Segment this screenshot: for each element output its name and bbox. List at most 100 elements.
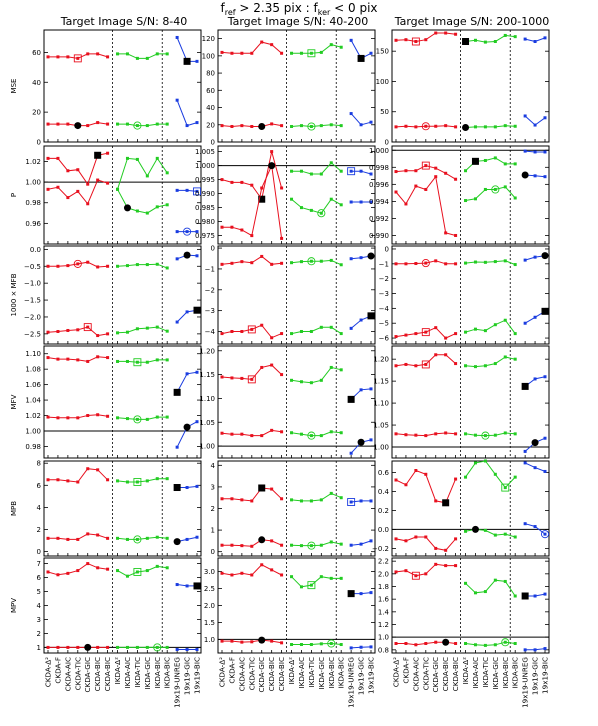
data-point (46, 570, 50, 574)
series-line (117, 565, 168, 577)
data-point (116, 416, 120, 420)
data-point (76, 56, 80, 60)
data-point (369, 645, 373, 649)
y-tick-label: 0.995 (195, 176, 215, 184)
data-point (543, 116, 547, 120)
data-point (503, 355, 507, 359)
selected-circle-marker (421, 259, 430, 268)
data-point (155, 205, 159, 209)
data-point (155, 122, 159, 126)
data-point (493, 533, 497, 537)
selected-circle-marker (133, 415, 142, 424)
x-category-label: CKDA-GIC (83, 657, 92, 692)
data-point (230, 639, 234, 643)
y-tick-label: 1 (211, 527, 215, 535)
panel-frame (43, 29, 202, 143)
panel-5-3: −0.2 0.0 0.2 0.4 0.6 (372, 459, 550, 557)
x-category-label: CKDA-BIC (451, 657, 460, 691)
best-circle-marker (268, 162, 276, 170)
x-category-label: CKDA-BIC (441, 657, 450, 691)
data-point (96, 468, 100, 472)
y-tick-label: −0.5 (24, 263, 41, 271)
data-point (493, 643, 497, 647)
data-point (290, 197, 294, 201)
data-point (260, 323, 264, 327)
panel-frame (43, 460, 202, 557)
data-point (339, 203, 343, 207)
y-tick-label: 1.4 (378, 608, 390, 616)
data-point (116, 187, 120, 191)
data-point (329, 576, 333, 580)
panel-frame (43, 245, 202, 345)
x-category-label: IKDA-BIC (337, 657, 346, 688)
y-tick-label: 150 (376, 48, 389, 56)
data-point (76, 168, 80, 172)
data-point (533, 594, 537, 598)
data-point (145, 326, 149, 330)
data-point (185, 584, 189, 588)
data-point (46, 187, 50, 191)
data-point (135, 570, 139, 574)
y-tick-label: 0.998 (369, 164, 389, 172)
data-point (66, 416, 70, 420)
data-point (145, 417, 149, 421)
data-point (280, 51, 284, 55)
x-category-label: IKDA-AIC (471, 657, 480, 689)
data-point (319, 543, 323, 547)
data-point (165, 171, 169, 175)
data-point (513, 432, 517, 436)
series-line (465, 641, 516, 646)
data-point (145, 536, 149, 540)
data-point (369, 172, 373, 176)
data-point (454, 177, 458, 181)
series-2 (394, 171, 547, 237)
y-tick-label: −3 (379, 290, 389, 298)
data-point (533, 377, 537, 381)
data-point (359, 318, 363, 322)
y-tick-label: 1.0 (204, 636, 215, 644)
data-point (145, 124, 149, 128)
data-point (230, 543, 234, 547)
data-point (473, 433, 477, 437)
data-point (329, 325, 333, 329)
data-point (473, 461, 477, 465)
data-point (483, 260, 487, 264)
data-point (46, 356, 50, 360)
y-tick-label: 0.98 (25, 199, 41, 207)
data-point (165, 415, 169, 419)
data-point (135, 645, 139, 649)
series-1 (394, 252, 549, 268)
data-point (444, 171, 448, 175)
data-point (230, 573, 234, 577)
data-point (230, 376, 234, 380)
data-point (135, 327, 139, 331)
x-category-label: CKDA-TIC (421, 657, 430, 690)
series-1 (220, 252, 375, 267)
data-point (414, 262, 418, 266)
data-point (125, 122, 129, 126)
panel-frame (217, 245, 376, 345)
data-point (145, 263, 149, 267)
data-point (299, 643, 303, 647)
y-tick-label: 100 (202, 52, 215, 60)
data-point (185, 310, 189, 314)
series-1 (220, 363, 373, 403)
data-point (523, 461, 527, 465)
selected-square-marker (411, 571, 420, 580)
data-point (270, 150, 274, 154)
best-circle-marker (541, 252, 549, 260)
data-point (473, 260, 477, 264)
y-tick-label: 0 (385, 139, 389, 147)
data-point (349, 112, 353, 116)
data-point (503, 162, 507, 166)
x-category-label: IKDA-TIC (307, 657, 316, 687)
data-point (125, 480, 129, 484)
data-point (339, 368, 343, 372)
data-point (414, 643, 418, 647)
data-point (106, 332, 110, 336)
data-point (96, 52, 100, 56)
y-tick-label: 80 (206, 70, 215, 78)
y-tick-label: 0.2 (378, 507, 389, 515)
data-point (155, 262, 159, 266)
data-point (240, 544, 244, 548)
